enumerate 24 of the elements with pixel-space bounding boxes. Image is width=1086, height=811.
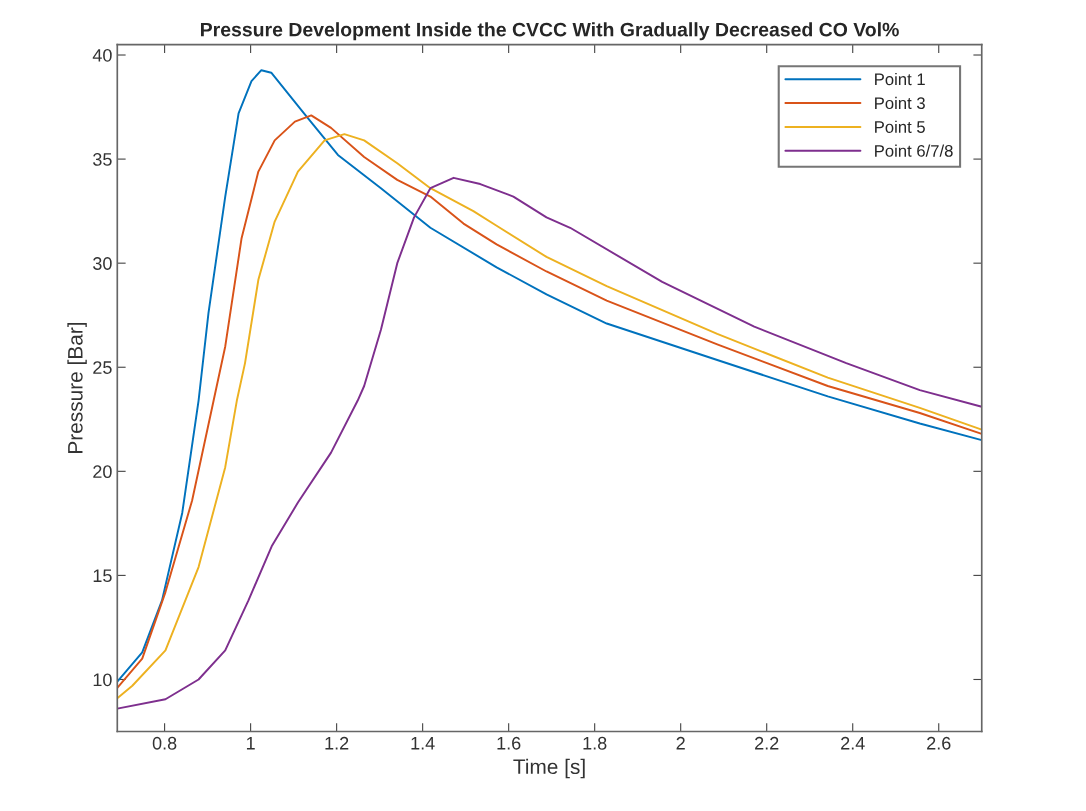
- x-tick-label: 2: [676, 736, 685, 750]
- legend-label: Point 3: [875, 96, 925, 110]
- y-tick-label: 30: [93, 257, 112, 270]
- x-tick-label: 1.6: [497, 736, 521, 750]
- y-tick-label: 15: [93, 569, 112, 583]
- x-tick-label: 1.2: [325, 736, 349, 750]
- x-axis-title: Time [s]: [513, 758, 585, 779]
- y-tick-label: 25: [93, 361, 112, 374]
- x-tick-label: 0.8: [152, 736, 177, 750]
- y-tick-label: 35: [93, 153, 112, 166]
- y-tick-label: 10: [93, 673, 112, 687]
- x-tick-label: 2.4: [841, 736, 865, 750]
- x-tick-label: 1.4: [411, 737, 435, 750]
- x-tick-label: 2.6: [927, 736, 951, 750]
- legend-label: Point 1: [875, 72, 925, 86]
- legend-label: Point 6/7/8: [875, 144, 953, 157]
- x-tick-label: 1: [246, 737, 255, 750]
- x-tick-label: 2.2: [755, 736, 779, 750]
- x-tick-label: 1.8: [583, 736, 607, 750]
- y-tick-label: 40: [92, 48, 112, 62]
- chart-title: Pressure Development Inside the CVCC With Gradually Decreased CO Vol%: [200, 22, 899, 41]
- legend-label: Point 5: [875, 120, 925, 133]
- y-tick-label: 20: [93, 465, 112, 479]
- y-axis-title: Pressure [Bar]: [67, 322, 87, 453]
